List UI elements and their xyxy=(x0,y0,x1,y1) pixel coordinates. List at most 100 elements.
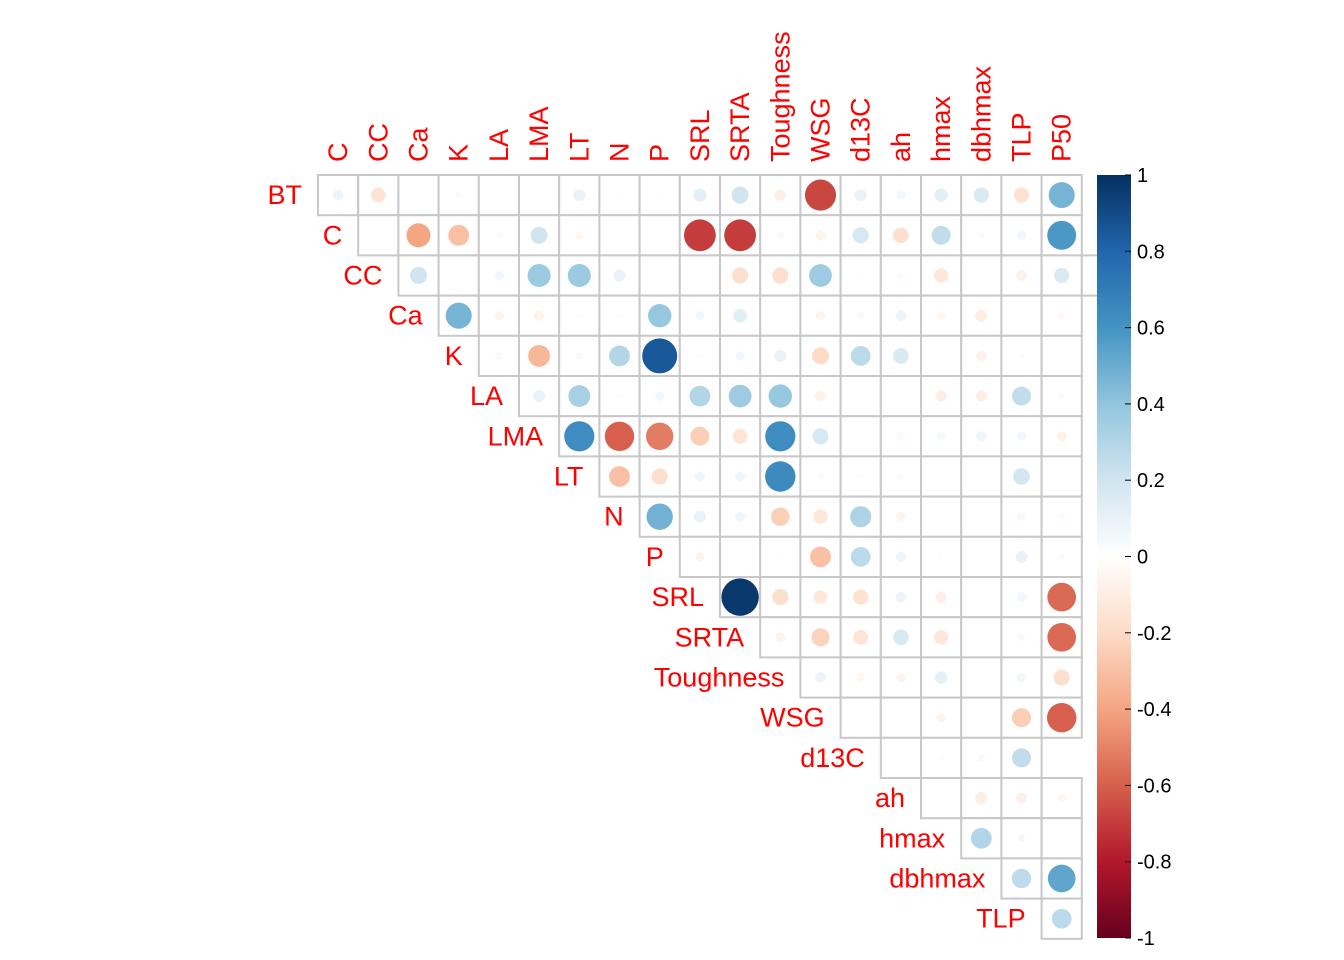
column-label: LT xyxy=(564,132,594,162)
correlation-circle xyxy=(1017,633,1026,642)
row-label: TLP xyxy=(976,904,1026,934)
correlation-circle xyxy=(642,338,678,374)
correlation-circle xyxy=(1054,267,1070,284)
correlation-circle xyxy=(1047,622,1077,652)
correlation-circle xyxy=(1012,748,1031,768)
column-label: LMA xyxy=(524,106,554,162)
correlation-circle xyxy=(850,346,871,366)
row-label: SRTA xyxy=(675,622,745,652)
correlation-circle xyxy=(527,263,551,288)
correlation-circle xyxy=(815,230,826,241)
correlation-circle xyxy=(735,511,746,522)
correlation-circle xyxy=(1058,553,1065,561)
correlation-circle xyxy=(815,311,826,321)
correlation-circle xyxy=(528,344,551,367)
row-label: WSG xyxy=(760,703,825,733)
grid-cell xyxy=(960,696,1003,739)
correlation-circle xyxy=(728,384,752,408)
correlation-circle xyxy=(934,671,948,684)
correlation-circle xyxy=(854,189,867,202)
correlation-circle xyxy=(1057,512,1066,521)
column-label: K xyxy=(444,144,474,162)
correlation-circle xyxy=(1013,468,1030,485)
column-label: Ca xyxy=(404,127,434,162)
row-label: CC xyxy=(343,261,382,291)
correlation-circle xyxy=(850,547,871,567)
correlation-circle xyxy=(804,179,837,211)
correlation-circle xyxy=(684,219,716,252)
column-labels: C CC Ca K LA LMA LT N P SRL SRTA Toughness WSG d13C ah… xyxy=(323,31,1077,162)
correlation-circle xyxy=(1016,592,1027,602)
correlation-circle xyxy=(895,310,907,322)
grid-cell xyxy=(879,415,922,458)
correlation-circle xyxy=(939,474,943,479)
correlation-circles xyxy=(332,179,1107,929)
correlation-circle xyxy=(979,273,984,278)
legend-tick-label: 1 xyxy=(1137,165,1148,187)
grid-cell xyxy=(960,495,1003,538)
correlation-circle xyxy=(655,391,665,401)
correlation-circle xyxy=(332,189,344,201)
correlation-circle xyxy=(778,555,783,559)
correlation-circle xyxy=(1012,386,1031,406)
correlation-circle xyxy=(1017,834,1026,843)
column-label: C xyxy=(323,143,353,163)
grid-cell xyxy=(920,495,963,538)
row-labels: BTCCCCaKLALMALTNPSRLSRTAToughnessWSGd13C… xyxy=(267,180,1025,934)
correlation-circle xyxy=(1058,392,1065,400)
correlation-circle xyxy=(697,353,703,359)
correlation-circle xyxy=(530,226,548,244)
correlation-circle xyxy=(936,713,946,723)
correlation-circle xyxy=(776,231,785,240)
grid-cell xyxy=(960,576,1003,619)
correlation-circle xyxy=(979,474,984,479)
grid-cell xyxy=(920,334,963,377)
correlation-circle xyxy=(733,308,747,323)
correlation-circle xyxy=(651,468,668,485)
column-label: LA xyxy=(484,129,514,162)
correlation-circle xyxy=(815,390,826,402)
correlation-circle xyxy=(897,271,905,280)
grid-cell xyxy=(879,375,922,418)
correlation-circle xyxy=(567,263,591,288)
correlation-circle xyxy=(970,827,992,849)
column-label: dbhmax xyxy=(966,65,996,162)
legend-tick-label: -0.8 xyxy=(1137,852,1171,874)
correlation-circle xyxy=(774,349,787,362)
correlation-circle xyxy=(617,193,622,198)
correlation-circle xyxy=(809,264,832,287)
correlation-circle xyxy=(850,506,872,528)
correlation-circle xyxy=(812,347,829,365)
correlation-circle xyxy=(689,385,711,407)
correlation-circle xyxy=(931,225,951,245)
column-label: N xyxy=(605,143,635,163)
column-label: d13C xyxy=(846,97,876,162)
correlation-circle xyxy=(616,313,623,319)
row-label: ah xyxy=(875,783,905,813)
grid-cell xyxy=(879,736,922,779)
correlation-circle xyxy=(695,552,705,562)
correlation-circle xyxy=(895,591,907,603)
row-label: K xyxy=(445,341,463,371)
correlation-circle xyxy=(973,187,989,203)
grid-cell xyxy=(1000,334,1043,377)
correlation-circle xyxy=(647,303,672,328)
column-label: P xyxy=(645,144,675,162)
correlation-circle xyxy=(978,232,985,239)
correlation-circle xyxy=(695,311,705,321)
correlation-circle xyxy=(693,188,707,202)
correlation-circle xyxy=(609,466,630,487)
correlation-circle xyxy=(732,428,748,444)
column-label: CC xyxy=(363,123,393,162)
correlation-circle xyxy=(765,421,796,452)
correlation-circle xyxy=(1047,220,1077,250)
correlation-circle xyxy=(893,227,909,244)
correlation-circle xyxy=(616,393,623,399)
row-label: LMA xyxy=(488,421,544,451)
correlation-circle xyxy=(939,796,943,800)
correlation-circle xyxy=(935,591,947,603)
row-label: Ca xyxy=(388,301,423,331)
correlation-circle xyxy=(613,269,626,282)
correlation-circle xyxy=(936,311,946,320)
